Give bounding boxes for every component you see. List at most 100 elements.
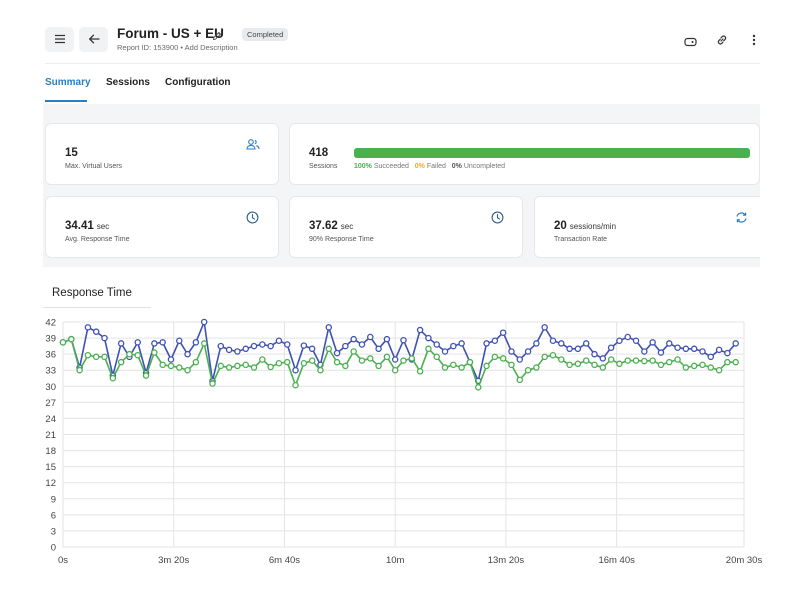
- transaction-rate-label: Transaction Rate: [554, 236, 608, 243]
- data-point: [342, 342, 349, 350]
- series-line-2: [62, 338, 736, 390]
- sessions-breakdown: 100% Succeeded 0% Failed 0% Uncompleted: [354, 163, 505, 170]
- menu-button[interactable]: [45, 27, 74, 52]
- more-vertical-icon[interactable]: [752, 33, 756, 51]
- sessions-value: 418: [309, 147, 329, 159]
- data-point: [558, 356, 565, 363]
- data-point: [151, 349, 158, 356]
- y-tick-label: 21: [45, 430, 56, 441]
- data-point: [516, 356, 524, 363]
- data-point: [383, 353, 391, 361]
- data-point: [76, 366, 83, 374]
- sessions-progress-bar: [354, 148, 750, 158]
- y-tick-label: 12: [45, 478, 56, 489]
- data-point: [416, 368, 424, 375]
- data-point: [433, 341, 440, 348]
- data-point: [176, 337, 183, 344]
- transaction-rate-value: 20 sessions/min: [554, 220, 617, 232]
- back-button[interactable]: [79, 27, 108, 52]
- data-point: [649, 339, 656, 346]
- x-tick-label: 6m 40s: [269, 555, 300, 566]
- tab-configuration[interactable]: Configuration: [165, 77, 231, 88]
- report-subtitle[interactable]: Report ID: 153900 • Add Description: [117, 43, 238, 52]
- failed-pct: 0%: [414, 163, 425, 170]
- data-point: [732, 358, 739, 366]
- y-tick-label: 39: [45, 334, 56, 345]
- succeeded-label: Succeeded: [373, 163, 409, 170]
- data-point: [682, 364, 690, 371]
- data-point: [690, 345, 698, 353]
- data-point: [358, 341, 366, 348]
- data-point: [84, 351, 92, 359]
- tag-icon[interactable]: [684, 34, 697, 52]
- data-point: [367, 355, 374, 362]
- data-point: [167, 362, 175, 370]
- clock-icon: [491, 211, 504, 229]
- data-point: [184, 350, 191, 358]
- avg-response-card: 34.41 sec Avg. Response Time: [45, 196, 279, 258]
- data-point: [574, 345, 582, 353]
- data-point: [217, 342, 225, 350]
- data-point: [524, 348, 532, 355]
- tab-sessions[interactable]: Sessions: [106, 77, 150, 88]
- link-icon[interactable]: [716, 33, 728, 51]
- data-point: [607, 356, 615, 363]
- data-point: [715, 346, 723, 354]
- data-point: [250, 342, 258, 350]
- data-point: [242, 361, 249, 369]
- data-point: [483, 362, 490, 370]
- data-point: [624, 333, 631, 341]
- data-point: [267, 363, 274, 371]
- data-point: [101, 334, 108, 342]
- data-point: [283, 341, 291, 348]
- data-point: [690, 362, 698, 370]
- tab-summary[interactable]: Summary: [45, 77, 91, 88]
- data-point: [607, 344, 615, 351]
- y-tick-label: 0: [51, 543, 56, 554]
- data-point: [117, 340, 125, 347]
- data-point: [333, 358, 341, 366]
- data-point: [250, 364, 258, 371]
- data-point: [541, 353, 548, 361]
- data-point: [616, 337, 623, 344]
- data-point: [159, 361, 166, 369]
- max-virtual-users-card: 15 Max. Virtual Users: [45, 123, 279, 185]
- sessions-label: Sessions: [309, 163, 338, 170]
- y-tick-label: 18: [45, 446, 56, 457]
- data-point: [624, 357, 631, 364]
- data-point: [59, 339, 67, 346]
- data-point: [200, 340, 208, 347]
- data-point: [234, 348, 241, 355]
- pencil-icon[interactable]: [212, 28, 222, 46]
- data-point: [674, 344, 681, 351]
- data-point: [92, 353, 100, 361]
- data-point: [317, 366, 324, 374]
- data-point: [259, 356, 266, 363]
- data-point: [350, 335, 357, 343]
- clock-icon: [246, 211, 259, 229]
- data-point: [400, 357, 407, 364]
- data-point: [499, 355, 507, 362]
- data-point: [450, 342, 457, 350]
- uncompleted-label: Uncompleted: [463, 163, 506, 170]
- data-point: [134, 339, 141, 346]
- data-point: [367, 333, 374, 341]
- x-tick-label: 16m 40s: [598, 555, 635, 566]
- sessions-progress-fill: [354, 148, 750, 158]
- data-point: [275, 360, 283, 367]
- p90-response-card: 37.62 sec 90% Response Time: [289, 196, 523, 258]
- data-point: [142, 372, 150, 379]
- data-point: [259, 341, 266, 348]
- data-point: [400, 336, 407, 344]
- y-tick-label: 27: [45, 398, 56, 409]
- y-tick-label: 33: [45, 366, 56, 377]
- data-point: [383, 335, 391, 343]
- data-point: [649, 357, 656, 364]
- y-tick-label: 42: [45, 318, 56, 329]
- data-point: [342, 362, 349, 370]
- series-line-1: [62, 318, 737, 384]
- data-point: [151, 340, 158, 347]
- data-point: [715, 366, 723, 374]
- max-vu-value: 15: [65, 147, 78, 159]
- data-point: [192, 358, 200, 366]
